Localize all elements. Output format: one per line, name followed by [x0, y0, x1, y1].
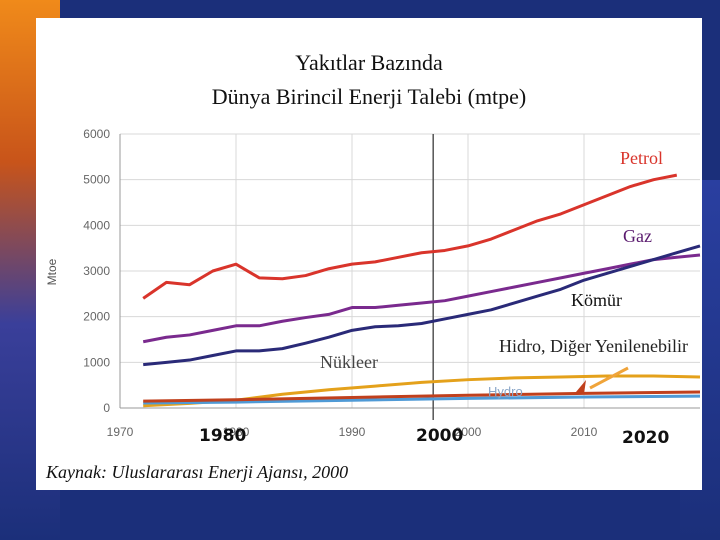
x-tick-label: 2000 [455, 425, 482, 439]
x-tick-label: 2010 [571, 425, 598, 439]
x-tick-label: 1980 [223, 425, 250, 439]
slide-title-line1: Yakıtlar Bazında [295, 50, 443, 75]
y-axis-label: Mtoe [45, 258, 59, 285]
x-tick-label: 1970 [107, 425, 134, 439]
series-line-6 [143, 390, 701, 403]
y-tick-label: 0 [103, 401, 110, 415]
label-petrol: Petrol [620, 148, 663, 168]
label-nukleer: Nükleer [320, 352, 378, 372]
y-tick-label: 4000 [83, 218, 110, 232]
label-komur: Kömür [571, 290, 622, 310]
y-tick-label: 3000 [83, 264, 110, 278]
label-gaz: Gaz [623, 226, 652, 246]
source-caption: Kaynak: Uluslararası Enerji Ajansı, 2000 [46, 462, 349, 482]
y-tick-label: 2000 [83, 310, 110, 324]
annotation-marker [576, 380, 586, 394]
slide-title-line2: Dünya Birincil Enerji Talebi (mtpe) [211, 84, 527, 109]
series-line-5 [143, 394, 701, 405]
y-tick-label: 6000 [83, 127, 110, 141]
slide-panel [36, 18, 702, 490]
annotation-arrow [589, 366, 629, 390]
series-line-3 [143, 244, 701, 367]
overlay-tick-1980: 1980 [199, 426, 247, 446]
y-tick-label: 5000 [83, 173, 110, 187]
series-line-2 [142, 253, 701, 344]
label-hydro-small: Hydro [488, 384, 523, 399]
overlay-tick-2020: 2020 [622, 428, 670, 448]
y-tick-label: 1000 [83, 355, 110, 369]
label-hidro-diger: Hidro, Diğer Yenilenebilir [499, 336, 688, 356]
series-line-1 [142, 173, 678, 300]
overlay-tick-2000: 2000 [416, 426, 464, 446]
x-tick-label: 1990 [339, 425, 366, 439]
